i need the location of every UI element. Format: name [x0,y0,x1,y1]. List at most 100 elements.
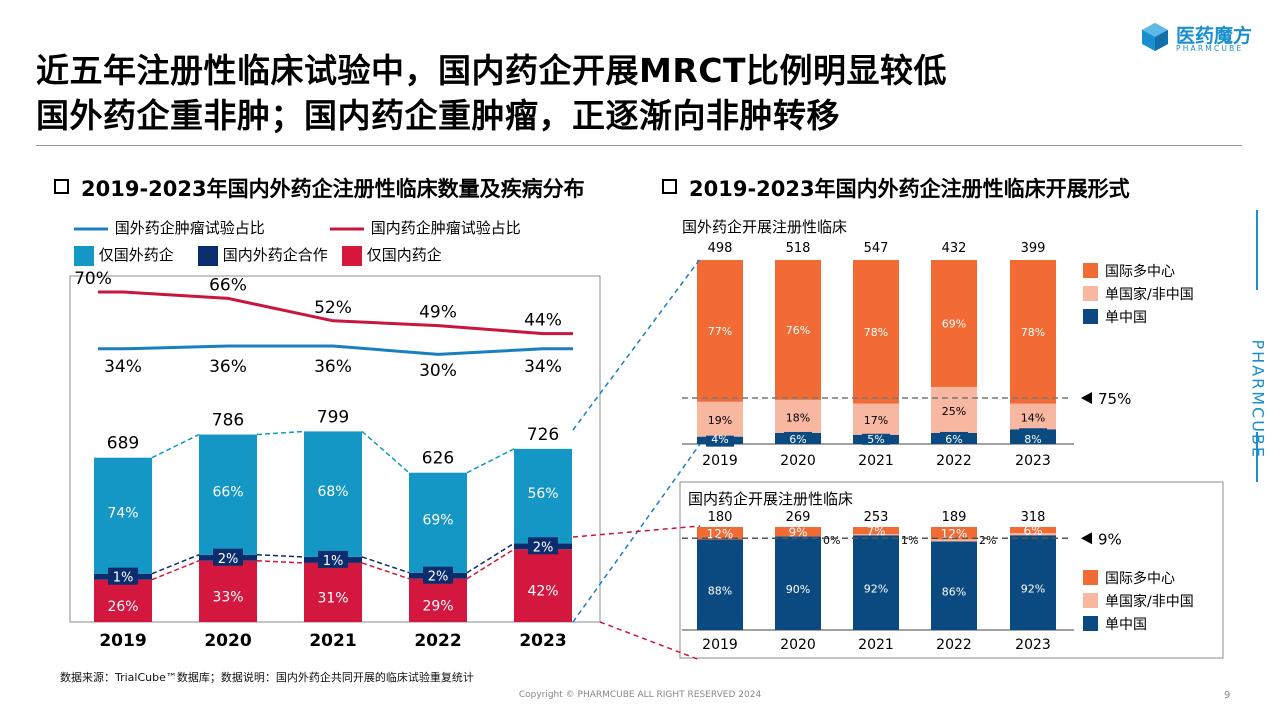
bar-single-nonchina [853,534,899,536]
bar-single-china-label: 86% [942,586,966,599]
bar-total-label: 269 [786,510,811,525]
x-tick-label: 2019 [702,453,738,469]
bar-mrct [697,260,743,402]
bar-mrct-label: 69% [942,317,966,330]
logo-name: 医药魔方 [1176,25,1253,47]
bar-single-china [853,535,899,630]
bar-total-label: 626 [422,449,454,469]
bar-foreign-label: 56% [527,486,558,502]
legend-bar-foreign-label: 仅国外药企 [98,246,174,264]
bar-mrct-label: 12% [941,527,968,541]
bar-domestic-label: 33% [212,589,243,605]
bar-total-label: 253 [864,510,889,525]
x-tick-label: 2023 [1015,453,1051,469]
legend-label-top: 国际多中心 [1105,263,1175,280]
legend-label-top: 单国家/非中国 [1105,286,1194,303]
bar-single-china [931,541,977,630]
x-tick-label: 2019 [99,631,146,651]
bar-single-nonchina [931,539,977,542]
bar-joint-label: 2% [428,570,449,585]
legend-line-domestic-label: 国内药企肿瘤试验占比 [370,219,521,237]
bar-foreign-label: 74% [107,506,138,522]
bar-joint-label: 2% [533,540,554,555]
bar-mrct [1010,260,1056,404]
bar-mrct [931,527,977,540]
joint-label-box [318,550,348,568]
bar-single-china-label: 4% [711,433,728,446]
square-bullet-icon [662,179,677,194]
bar-mrct [853,527,899,535]
joint-top-connector [256,554,305,558]
bar-mrct-label: 6% [1023,524,1042,538]
single-china-label-box [784,431,812,443]
bar-single-nonchina-label: 0% [823,534,840,547]
x-tick-label: 2022 [936,637,972,653]
bar-single-china-label: 88% [708,585,732,598]
bar-mrct [775,260,821,400]
legend-swatch-bottom [1083,593,1098,608]
bar-single-nonchina [775,399,821,433]
bar-single-nonchina-label: 18% [786,411,810,424]
legend-swatch-bottom [1083,616,1098,631]
bar-total-label: 180 [708,510,733,525]
joint-label-box [108,567,138,585]
line-foreign-label: 34% [524,357,562,377]
line-domestic-label: 44% [524,311,562,331]
x-tick-label: 2023 [1015,637,1051,653]
joint-label-box [528,537,558,555]
joint-top-connector [151,554,200,575]
domestic-top-connector [466,548,515,580]
bar-foreign [94,457,152,574]
connector-domestic-top [572,525,701,538]
bar-domestic-label: 42% [527,584,558,600]
bar-mrct-label: 76% [786,324,810,337]
bar-single-nonchina [1010,533,1056,536]
bar-total-label: 518 [786,241,811,256]
bar-foreign-label: 68% [317,484,348,500]
bar-single-nonchina [1010,403,1056,430]
bar-total-label: 399 [1021,241,1046,256]
bar-foreign-label: 66% [212,485,243,501]
bar-mrct-label: 78% [864,326,888,339]
bar-domestic [94,579,152,622]
legend-swatch [342,245,362,266]
x-tick-label: 2020 [780,453,816,469]
connector-domestic-bottom [599,621,701,661]
bar-single-china-label: 6% [945,433,962,446]
x-tick-label: 2022 [936,453,972,469]
bar-total-label: 689 [107,434,139,454]
legend-line-domestic: 国内药企肿瘤试验占比 [330,217,521,238]
right-top-title: 国外药企开展注册性临床 [682,218,847,236]
copyright: Copyright © PHARMCUBE ALL RIGHT RESERVED… [518,690,762,700]
square-bullet-icon [54,179,69,194]
bar-single-china [775,536,821,630]
reference-label-75: 75% [1098,390,1131,408]
x-tick-label: 2021 [858,637,894,653]
bar-top-connector [256,430,305,436]
legend-bar-joint: 国内外药企合作 [198,244,328,266]
bar-mrct-label: 9% [788,526,807,540]
x-tick-label: 2020 [204,631,251,651]
line-swatch-icon [330,227,364,230]
bar-domestic [199,560,257,622]
bar-total-label: 189 [942,510,967,525]
reference-label-9: 9% [1098,530,1122,548]
bar-domestic-label: 31% [317,590,348,606]
bar-single-china-label: 6% [789,433,806,446]
x-tick-label: 2023 [519,631,566,651]
domestic-top-connector [361,562,410,580]
page-title-line2: 国外药企重非肿；国内药企重肿瘤，正逐渐向非肿转移 [36,96,840,135]
right-bottom-title: 国内药企开展注册性临床 [688,490,853,508]
single-china-label-box [706,435,734,447]
line-domestic-oncology [98,290,573,336]
bar-foreign-label: 69% [422,513,453,529]
page-title-line1: 近五年注册性临床试验中，国内药企开展MRCT比例明显较低 [36,51,947,90]
title-divider [36,145,1242,146]
legend-label-top: 单中国 [1105,310,1147,326]
bar-single-nonchina-label: 14% [1021,411,1045,424]
single-china-label-box [862,433,890,445]
joint-top-connector [466,542,515,574]
bar-single-nonchina-label: 1% [901,534,918,547]
bar-mrct [853,260,899,404]
bar-single-china-label: 92% [864,583,888,596]
